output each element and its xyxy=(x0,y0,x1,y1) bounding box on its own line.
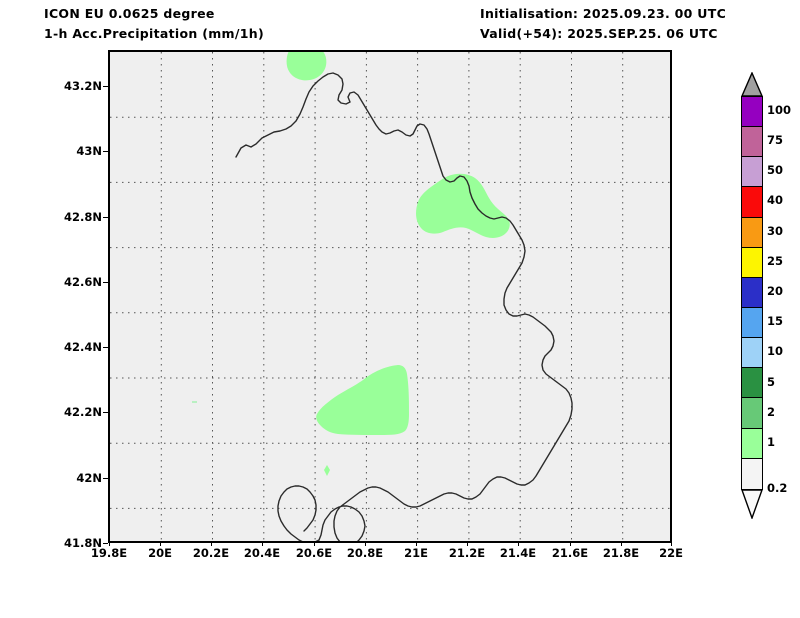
map-canvas xyxy=(110,52,670,541)
colorbar-label: 2 xyxy=(767,405,776,419)
xtick-mark xyxy=(365,541,366,546)
xtick-label: 21E xyxy=(404,546,428,560)
valid-time: Valid(+54): 2025.SEP.25. 06 UTC xyxy=(480,26,718,41)
colorbar-segment-5-10 xyxy=(742,338,762,369)
ytick-label: 42.6N xyxy=(64,275,102,289)
country-border-outline xyxy=(235,72,573,541)
colorbar-label: 20 xyxy=(767,284,784,298)
xtick-label: 21.8E xyxy=(602,546,640,560)
xtick-label: 21.6E xyxy=(551,546,589,560)
xtick-mark xyxy=(262,541,263,546)
precipitation-field xyxy=(192,52,510,476)
xtick-label: 21.2E xyxy=(448,546,486,560)
ytick-mark xyxy=(103,86,108,87)
colorbar-label: 25 xyxy=(767,254,784,268)
colorbar-under-arrow xyxy=(741,489,763,519)
ytick-label: 42.4N xyxy=(64,340,102,354)
colorbar-label: 10 xyxy=(767,344,784,358)
colorbar-segment-10-15 xyxy=(742,307,762,339)
ytick-label: 42N xyxy=(76,471,102,485)
colorbar-label: 100 xyxy=(767,103,792,117)
colorbar-segment-15-20 xyxy=(742,277,762,308)
map-plot-area xyxy=(108,50,672,543)
ytick-mark xyxy=(103,478,108,479)
ytick-mark xyxy=(103,543,108,544)
initialisation-time: Initialisation: 2025.09.23. 00 UTC xyxy=(480,6,727,21)
colorbar-label: 75 xyxy=(767,133,784,147)
colorbar-segment-50-75 xyxy=(742,127,762,158)
colorbar-label: 40 xyxy=(767,193,784,207)
xtick-mark xyxy=(160,541,161,546)
xtick-label: 22E xyxy=(659,546,683,560)
field-title: 1-h Acc.Precipitation (mm/1h) xyxy=(44,26,264,41)
ytick-label: 42.2N xyxy=(64,405,102,419)
colorbar-label: 0.2 xyxy=(767,481,788,495)
colorbar-label: 15 xyxy=(767,314,784,328)
xtick-mark xyxy=(467,541,468,546)
xtick-mark xyxy=(518,541,519,546)
colorbar xyxy=(741,96,763,490)
xtick-mark xyxy=(109,541,110,546)
colorbar-segment-25-30 xyxy=(742,217,762,248)
colorbar-segment-02-1 xyxy=(742,428,762,459)
ytick-mark xyxy=(103,347,108,348)
colorbar-segment-1-2 xyxy=(742,398,762,429)
ytick-mark xyxy=(103,151,108,152)
xtick-label: 20.2E xyxy=(192,546,230,560)
precip-blob-central xyxy=(316,365,409,435)
precip-blob-northeast xyxy=(416,173,510,238)
xtick-mark xyxy=(671,541,672,546)
colorbar-label: 50 xyxy=(767,163,784,177)
xtick-mark xyxy=(621,541,622,546)
colorbar-over-arrow xyxy=(741,72,763,97)
colorbar-segment-75-100 xyxy=(742,97,762,128)
xtick-label: 21.4E xyxy=(499,546,537,560)
ytick-mark xyxy=(103,217,108,218)
ytick-label: 41.8N xyxy=(64,536,102,550)
colorbar-segment-30-40 xyxy=(742,187,762,218)
precip-blob-tiny-west xyxy=(192,401,197,403)
xtick-mark xyxy=(211,541,212,546)
colorbar-segment-40-50 xyxy=(742,157,762,188)
colorbar-label: 30 xyxy=(767,224,784,238)
precip-blob-south-speck xyxy=(324,465,330,476)
model-title: ICON EU 0.0625 degree xyxy=(44,6,215,21)
ytick-label: 43.2N xyxy=(64,79,102,93)
xtick-label: 20E xyxy=(148,546,172,560)
colorbar-segment-2-5 xyxy=(742,368,762,399)
precip-blob-north-edge xyxy=(286,52,327,81)
xtick-label: 19.8E xyxy=(90,546,128,560)
colorbar-segment-below-02 xyxy=(742,458,762,489)
colorbar-label: 5 xyxy=(767,375,776,389)
xtick-label: 20.6E xyxy=(295,546,333,560)
graticule-grid xyxy=(110,52,670,541)
map-svg xyxy=(110,52,670,541)
xtick-mark xyxy=(314,541,315,546)
xtick-label: 20.8E xyxy=(346,546,384,560)
ytick-mark xyxy=(103,282,108,283)
xtick-label: 20.4E xyxy=(243,546,281,560)
xtick-mark xyxy=(416,541,417,546)
ytick-mark xyxy=(103,412,108,413)
country-border-south-detail xyxy=(277,485,320,541)
ytick-label: 43N xyxy=(76,144,102,158)
colorbar-label: 1 xyxy=(767,435,776,449)
colorbar-segment-20-25 xyxy=(742,247,762,278)
xtick-mark xyxy=(570,541,571,546)
ytick-label: 42.8N xyxy=(64,210,102,224)
